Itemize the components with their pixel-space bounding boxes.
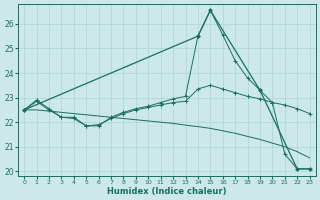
X-axis label: Humidex (Indice chaleur): Humidex (Indice chaleur) [107,187,227,196]
